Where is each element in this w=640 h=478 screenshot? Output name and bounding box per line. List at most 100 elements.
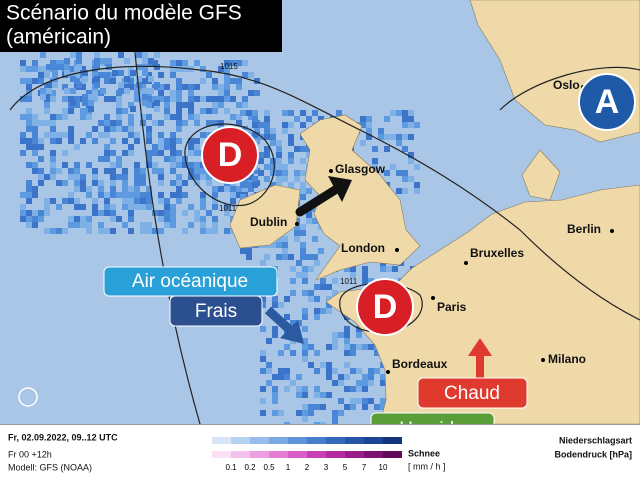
precip-cell bbox=[294, 230, 300, 236]
precip-cell bbox=[344, 266, 350, 272]
precip-cell bbox=[326, 374, 332, 380]
precip-cell bbox=[302, 410, 308, 416]
precip-cell bbox=[206, 96, 212, 102]
precip-cell bbox=[270, 158, 276, 164]
precip-cell bbox=[362, 380, 368, 386]
precip-cell bbox=[74, 168, 80, 174]
precip-cell bbox=[288, 152, 294, 158]
legend-swatch bbox=[383, 451, 402, 458]
isobar-label: 1011 bbox=[340, 277, 358, 286]
precip-cell bbox=[46, 88, 52, 94]
precip-cell bbox=[158, 168, 164, 174]
precip-cell bbox=[116, 156, 122, 162]
precip-cell bbox=[110, 192, 116, 198]
title: (américain) bbox=[6, 26, 111, 49]
precip-cell bbox=[390, 134, 396, 140]
precip-cell bbox=[312, 254, 318, 260]
precip-cell bbox=[64, 58, 70, 64]
precip-cell bbox=[384, 170, 390, 176]
precip-cell bbox=[284, 368, 290, 374]
precip-cell bbox=[368, 380, 374, 386]
precip-cell bbox=[104, 168, 110, 174]
model: Modell: GFS (NOAA) bbox=[8, 462, 92, 472]
precip-cell bbox=[134, 132, 140, 138]
legend-swatch bbox=[364, 451, 383, 458]
precip-cell bbox=[212, 204, 218, 210]
precip-cell bbox=[282, 248, 288, 254]
precip-cell bbox=[26, 222, 32, 228]
precip-cell bbox=[26, 192, 32, 198]
precip-cell bbox=[148, 58, 154, 64]
precip-cell bbox=[104, 198, 110, 204]
precip-cell bbox=[110, 96, 116, 102]
precip-cell bbox=[314, 260, 320, 266]
precip-cell bbox=[306, 188, 312, 194]
precip-cell bbox=[332, 344, 338, 350]
precip-cell bbox=[350, 350, 356, 356]
precip-cell bbox=[100, 88, 106, 94]
city-dot bbox=[295, 222, 299, 226]
precip-cell bbox=[218, 186, 224, 192]
precip-cell bbox=[80, 138, 86, 144]
precip-cell bbox=[134, 90, 140, 96]
precip-cell bbox=[206, 174, 212, 180]
precip-cell bbox=[80, 222, 86, 228]
precip-cell bbox=[240, 110, 246, 116]
precip-cell bbox=[294, 146, 300, 152]
precip-cell bbox=[296, 410, 302, 416]
precip-cell bbox=[146, 228, 152, 234]
precip-cell bbox=[32, 78, 38, 84]
precip-cell bbox=[212, 216, 218, 222]
precip-cell bbox=[264, 152, 270, 158]
precip-cell bbox=[110, 162, 116, 168]
precip-cell bbox=[282, 176, 288, 182]
precip-cell bbox=[300, 158, 306, 164]
precip-cell bbox=[326, 392, 332, 398]
precip-cell bbox=[80, 204, 86, 210]
precip-cell bbox=[74, 72, 80, 78]
precip-cell bbox=[188, 150, 194, 156]
legend-swatch bbox=[231, 437, 250, 444]
legend-swatch bbox=[250, 451, 269, 458]
precip-cell bbox=[176, 60, 182, 66]
high-pressure bbox=[578, 73, 636, 131]
precip-cell bbox=[266, 362, 272, 368]
precip-cell bbox=[242, 72, 248, 78]
precip-cell bbox=[110, 168, 116, 174]
precip-cell bbox=[212, 192, 218, 198]
precip-cell bbox=[158, 216, 164, 222]
precip-cell bbox=[332, 380, 338, 386]
precip-cell bbox=[362, 272, 368, 278]
precip-cell bbox=[308, 362, 314, 368]
precip-cell bbox=[408, 158, 414, 164]
precip-cell bbox=[308, 404, 314, 410]
precip-cell bbox=[44, 174, 50, 180]
precip-cell bbox=[344, 326, 350, 332]
precip-cell bbox=[98, 132, 104, 138]
precip-cell bbox=[194, 60, 200, 66]
pressure-label: A bbox=[595, 83, 620, 121]
precip-cell bbox=[26, 210, 32, 216]
arrow bbox=[295, 185, 340, 217]
precip-cell bbox=[44, 120, 50, 126]
precip-cell bbox=[140, 222, 146, 228]
precip-cell bbox=[68, 216, 74, 222]
precip-cell bbox=[32, 192, 38, 198]
precip-cell bbox=[314, 368, 320, 374]
precip-cell bbox=[92, 174, 98, 180]
precip-cell bbox=[74, 78, 80, 84]
precip-cell bbox=[116, 162, 122, 168]
precip-cell bbox=[46, 64, 52, 70]
precip-cell bbox=[106, 64, 112, 70]
precip-cell bbox=[62, 84, 68, 90]
precip-cell bbox=[402, 188, 408, 194]
precip-cell bbox=[110, 204, 116, 210]
precip-cell bbox=[152, 210, 158, 216]
precip-cell bbox=[344, 374, 350, 380]
precip-cell bbox=[366, 122, 372, 128]
precip-cell bbox=[74, 144, 80, 150]
precip-cell bbox=[140, 192, 146, 198]
precip-cell bbox=[64, 88, 70, 94]
legend-swatch bbox=[364, 437, 383, 444]
precip-cell bbox=[284, 296, 290, 302]
